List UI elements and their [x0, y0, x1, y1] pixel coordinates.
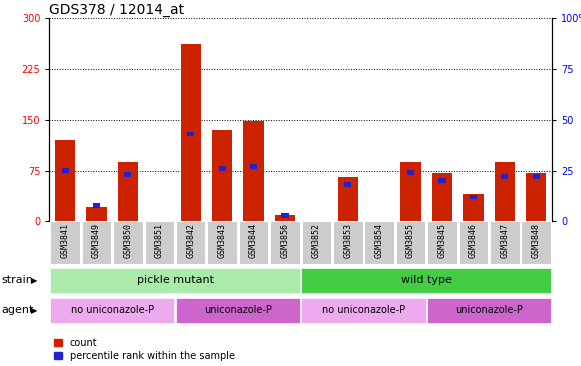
Text: GSM3853: GSM3853 — [343, 223, 352, 258]
Bar — [51, 221, 80, 264]
Text: GSM3852: GSM3852 — [312, 223, 321, 258]
Bar — [302, 268, 551, 293]
Bar — [93, 203, 100, 208]
Bar — [427, 298, 551, 323]
Text: pickle mutant: pickle mutant — [137, 275, 214, 285]
Bar — [275, 214, 295, 221]
Bar — [145, 221, 174, 264]
Bar — [463, 194, 483, 221]
Bar — [218, 166, 225, 171]
Text: GSM3849: GSM3849 — [92, 223, 101, 258]
Text: ▶: ▶ — [31, 306, 38, 315]
Bar — [187, 132, 194, 137]
Bar — [344, 183, 352, 187]
Bar — [490, 221, 519, 264]
Bar — [82, 221, 112, 264]
Bar — [302, 221, 331, 264]
Text: uniconazole-P: uniconazole-P — [455, 305, 523, 315]
Text: GSM3846: GSM3846 — [469, 223, 478, 258]
Bar — [124, 172, 131, 177]
Bar — [62, 168, 69, 173]
Text: GSM3843: GSM3843 — [218, 223, 227, 258]
Bar — [333, 221, 363, 264]
Text: GDS378 / 12014_at: GDS378 / 12014_at — [49, 3, 185, 17]
Bar — [533, 174, 540, 179]
Bar — [176, 221, 206, 264]
Bar — [522, 221, 551, 264]
Text: strain: strain — [1, 275, 33, 285]
Bar — [396, 221, 425, 264]
Text: GSM3842: GSM3842 — [187, 223, 195, 258]
Text: GSM3856: GSM3856 — [281, 223, 289, 258]
Bar — [439, 179, 446, 183]
Legend: count, percentile rank within the sample: count, percentile rank within the sample — [54, 338, 235, 361]
Bar — [338, 178, 358, 221]
Bar — [494, 162, 515, 221]
Bar — [250, 164, 257, 169]
Bar — [458, 221, 488, 264]
Bar — [281, 213, 289, 218]
Bar — [400, 162, 421, 221]
Bar — [243, 121, 264, 221]
Bar — [181, 44, 201, 221]
Text: GSM3848: GSM3848 — [532, 223, 541, 258]
Bar — [239, 221, 268, 264]
Text: no uniconazole-P: no uniconazole-P — [71, 305, 154, 315]
Bar — [407, 170, 414, 175]
Text: GSM3850: GSM3850 — [123, 223, 132, 258]
Text: wild type: wild type — [401, 275, 452, 285]
Bar — [270, 221, 300, 264]
Bar — [427, 221, 457, 264]
Bar — [432, 173, 452, 221]
Text: agent: agent — [1, 305, 34, 315]
Text: GSM3851: GSM3851 — [155, 223, 164, 258]
Text: GSM3845: GSM3845 — [437, 223, 447, 258]
Bar — [50, 268, 300, 293]
Bar — [212, 130, 232, 221]
Text: GSM3847: GSM3847 — [500, 223, 510, 258]
Text: GSM3854: GSM3854 — [375, 223, 383, 258]
Text: ▶: ▶ — [31, 276, 38, 285]
Bar — [207, 221, 237, 264]
Bar — [526, 173, 547, 221]
Bar — [501, 174, 508, 179]
Bar — [118, 162, 138, 221]
Text: GSM3844: GSM3844 — [249, 223, 258, 258]
Text: uniconazole-P: uniconazole-P — [204, 305, 272, 315]
Text: GSM3841: GSM3841 — [60, 223, 70, 258]
Text: GSM3855: GSM3855 — [406, 223, 415, 258]
Text: no uniconazole-P: no uniconazole-P — [322, 305, 405, 315]
Bar — [55, 140, 76, 221]
Bar — [470, 195, 477, 199]
Bar — [175, 298, 300, 323]
Bar — [87, 206, 107, 221]
Bar — [302, 298, 426, 323]
Bar — [50, 298, 174, 323]
Bar — [364, 221, 394, 264]
Bar — [113, 221, 143, 264]
